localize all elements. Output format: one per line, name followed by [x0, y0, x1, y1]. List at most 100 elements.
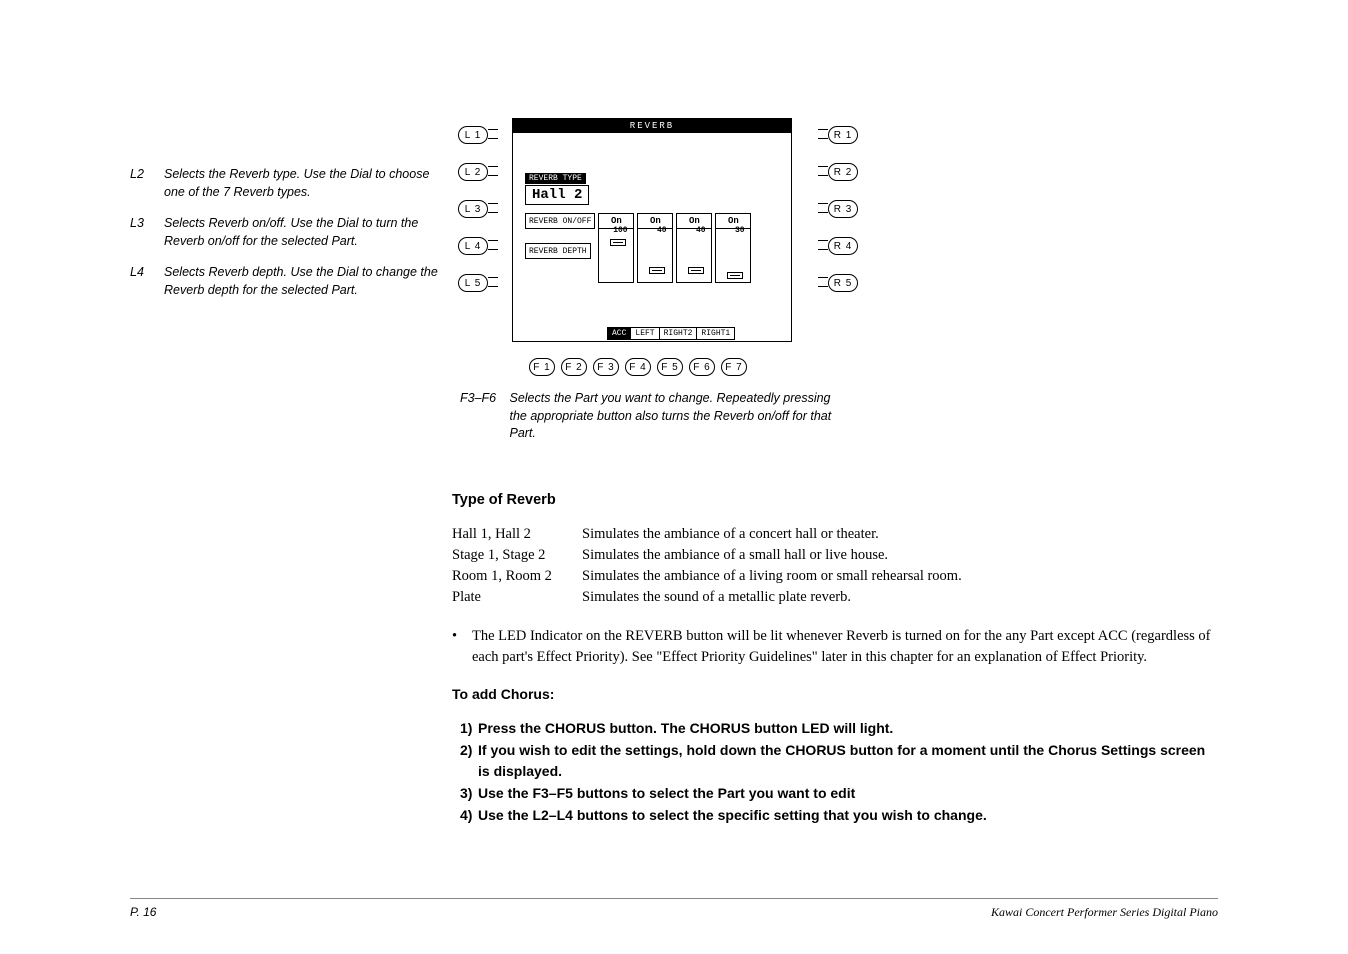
f2-button: F 2 [561, 358, 587, 376]
slider-thumb [610, 239, 626, 246]
l5-button: L 5 [458, 274, 488, 292]
tab-acc: ACC [607, 327, 631, 340]
slider-thumb [727, 272, 743, 279]
table-row: Room 1, Room 2 Simulates the ambiance of… [452, 566, 1212, 587]
f-button-caption: F3–F6 Selects the Part you want to chang… [460, 390, 850, 443]
connector [488, 129, 498, 139]
step-num: 2) [452, 740, 478, 781]
document-title: Kawai Concert Performer Series Digital P… [991, 905, 1218, 920]
l3-button: L 3 [458, 200, 488, 218]
depth-value: 30 [735, 226, 745, 235]
step-num: 1) [452, 718, 478, 738]
bullet-icon: • [452, 626, 472, 668]
main-body: Type of Reverb Hall 1, Hall 2 Simulates … [452, 492, 1212, 828]
bullet-text: The LED Indicator on the REVERB button w… [472, 626, 1212, 668]
reverb-type-label: REVERB TYPE [525, 173, 586, 184]
reverb-depth-row: REVERB DEPTH 100 40 40 30 [525, 239, 747, 295]
step-text: Use the L2–L4 buttons to select the spec… [478, 805, 1212, 825]
list-item: 1) Press the CHORUS button. The CHORUS b… [452, 718, 1212, 738]
label-text: Selects the Reverb type. Use the Dial to… [164, 166, 450, 201]
step-text: If you wish to edit the settings, hold d… [478, 740, 1212, 781]
f4-button: F 4 [625, 358, 651, 376]
caption-key: F3–F6 [460, 390, 506, 408]
r1-button: R 1 [828, 126, 858, 144]
lcd-title: REVERB [513, 119, 791, 133]
reverb-name: Hall 1, Hall 2 [452, 524, 582, 545]
l1-button: L 1 [458, 126, 488, 144]
page-footer: P. 16 Kawai Concert Performer Series Dig… [130, 898, 1218, 920]
f3-button: F 3 [593, 358, 619, 376]
label-l2: L2 Selects the Reverb type. Use the Dial… [130, 166, 450, 201]
list-item: 3) Use the F3–F5 buttons to select the P… [452, 783, 1212, 803]
connector [488, 277, 498, 287]
reverb-name: Stage 1, Stage 2 [452, 545, 582, 566]
list-item: 2) If you wish to edit the settings, hol… [452, 740, 1212, 781]
onoff-right1: On [715, 213, 751, 229]
reverb-name: Plate [452, 587, 582, 608]
tab-left: LEFT [630, 327, 659, 340]
slider-thumb [688, 267, 704, 274]
reverb-desc: Simulates the ambiance of a small hall o… [582, 545, 1212, 566]
reverb-type-row: REVERB TYPE Hall 2 [525, 167, 589, 205]
label-key: L4 [130, 264, 164, 299]
slider-thumb [649, 267, 665, 274]
connector [818, 129, 828, 139]
chorus-heading: To add Chorus: [452, 686, 1212, 702]
label-l4: L4 Selects Reverb depth. Use the Dial to… [130, 264, 450, 299]
l4-button: L 4 [458, 237, 488, 255]
r4-button: R 4 [828, 237, 858, 255]
left-buttons-column: L 1 L 2 L 3 L 4 L 5 [458, 126, 498, 311]
f7-button: F 7 [721, 358, 747, 376]
depth-slider-right2: 40 [672, 239, 708, 295]
step-text: Press the CHORUS button. The CHORUS butt… [478, 718, 1212, 738]
table-row: Stage 1, Stage 2 Simulates the ambiance … [452, 545, 1212, 566]
reverb-desc: Simulates the ambiance of a concert hall… [582, 524, 1212, 545]
step-num: 4) [452, 805, 478, 825]
reverb-onoff-row: REVERB ON/OFF On On On On [525, 213, 751, 229]
list-item: 4) Use the L2–L4 buttons to select the s… [452, 805, 1212, 825]
function-buttons-row: F 1 F 2 F 3 F 4 F 5 F 6 F 7 [526, 358, 750, 376]
r3-button: R 3 [828, 200, 858, 218]
depth-value: 40 [657, 226, 667, 235]
connector [488, 203, 498, 213]
reverb-type-heading: Type of Reverb [452, 492, 1212, 508]
connector [818, 166, 828, 176]
f6-button: F 6 [689, 358, 715, 376]
lcd-screen: REVERB REVERB TYPE Hall 2 REVERB ON/OFF … [512, 118, 792, 342]
label-text: Selects Reverb depth. Use the Dial to ch… [164, 264, 450, 299]
r5-button: R 5 [828, 274, 858, 292]
connector [488, 240, 498, 250]
reverb-name: Room 1, Room 2 [452, 566, 582, 587]
depth-slider-acc: 100 [594, 239, 630, 295]
depth-label: REVERB DEPTH [525, 243, 591, 259]
reverb-desc: Simulates the sound of a metallic plate … [582, 587, 1212, 608]
depth-value: 100 [613, 226, 627, 235]
table-row: Hall 1, Hall 2 Simulates the ambiance of… [452, 524, 1212, 545]
step-num: 3) [452, 783, 478, 803]
f1-button: F 1 [529, 358, 555, 376]
caption-text: Selects the Part you want to change. Rep… [509, 390, 839, 443]
part-tabs: ACC LEFT RIGHT2 RIGHT1 [608, 327, 735, 340]
reverb-desc: Simulates the ambiance of a living room … [582, 566, 1212, 587]
depth-slider-left: 40 [633, 239, 669, 295]
lcd-panel: REVERB REVERB TYPE Hall 2 REVERB ON/OFF … [502, 118, 802, 348]
connector [818, 240, 828, 250]
f5-button: F 5 [657, 358, 683, 376]
reverb-type-value: Hall 2 [525, 185, 589, 205]
onoff-label: REVERB ON/OFF [525, 213, 595, 229]
page-number: P. 16 [130, 905, 156, 920]
onoff-left: On [637, 213, 673, 229]
connector [488, 166, 498, 176]
right-buttons-column: R 1 R 2 R 3 R 4 R 5 [818, 126, 858, 311]
led-indicator-note: • The LED Indicator on the REVERB button… [452, 626, 1212, 668]
depth-value: 40 [696, 226, 706, 235]
onoff-right2: On [676, 213, 712, 229]
reverb-types-table: Hall 1, Hall 2 Simulates the ambiance of… [452, 524, 1212, 608]
label-text: Selects Reverb on/off. Use the Dial to t… [164, 215, 450, 250]
label-l3: L3 Selects Reverb on/off. Use the Dial t… [130, 215, 450, 250]
depth-slider-right1: 30 [711, 239, 747, 295]
l2-button: L 2 [458, 163, 488, 181]
side-button-descriptions: L2 Selects the Reverb type. Use the Dial… [130, 166, 450, 313]
label-key: L3 [130, 215, 164, 250]
step-text: Use the F3–F5 buttons to select the Part… [478, 783, 1212, 803]
